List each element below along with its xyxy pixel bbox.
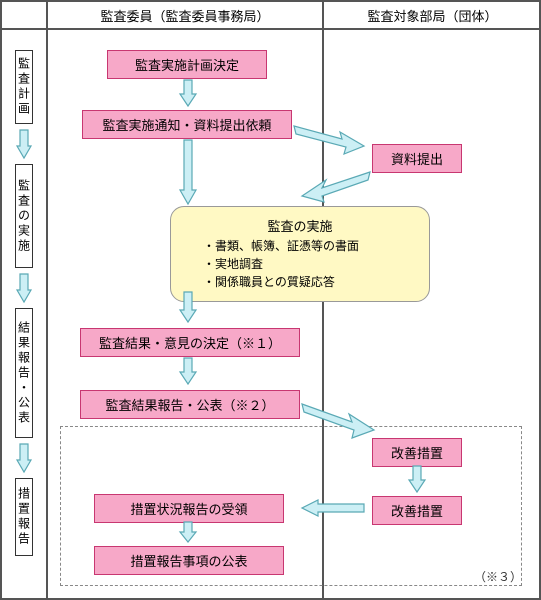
arrow-left-1 [302, 500, 364, 516]
arrow-down-3 [180, 292, 196, 322]
stage-arrow-3 [17, 444, 31, 472]
stage-report: 結果報告・公表 [15, 308, 33, 438]
exec-title: 監査の実施 [185, 217, 415, 237]
arrow-down-1 [180, 80, 196, 106]
exec-b3: ・関係職員との質疑応答 [203, 273, 415, 291]
arrow-down-2 [180, 140, 196, 204]
arrow-down-4 [180, 358, 196, 384]
node-publish: 措置報告事項の公表 [94, 546, 284, 575]
divider-1 [46, 30, 48, 598]
node-receive: 措置状況報告の受領 [94, 494, 284, 523]
exec-b1: ・書類、帳簿、証憑等の書面 [203, 237, 415, 255]
arrow-diag-2 [302, 170, 370, 204]
node-plan-decision: 監査実施計画決定 [107, 50, 267, 79]
stage-measure: 措置報告 [15, 478, 33, 556]
arrow-diag-3 [302, 400, 374, 440]
flowchart-canvas: 監査委員（監査委員事務局） 監査対象部局（団体） 監査計画 監査の実施 結果報告… [0, 0, 541, 600]
stage-arrow-2 [17, 274, 31, 302]
stage-plan: 監査計画 [15, 50, 33, 124]
arrow-down-6 [180, 522, 196, 542]
header-stage [2, 2, 46, 30]
node-improve-1: 改善措置 [372, 438, 462, 467]
node-execution: 監査の実施 ・書類、帳簿、証憑等の書面 ・実地調査 ・関係職員との質疑応答 [170, 206, 430, 302]
node-improve-2: 改善措置 [372, 496, 462, 525]
node-submit: 資料提出 [372, 144, 462, 173]
arrow-diag-1 [294, 122, 364, 154]
note-3: （※３） [474, 568, 522, 585]
header-target: 監査対象部局（団体） [322, 2, 541, 30]
stage-execute: 監査の実施 [15, 164, 33, 268]
arrow-down-5 [409, 466, 425, 492]
node-notify: 監査実施通知・資料提出依頼 [82, 110, 292, 139]
exec-b2: ・実地調査 [203, 255, 415, 273]
node-result-report: 監査結果報告・公表（※２） [80, 390, 300, 419]
node-result-decision: 監査結果・意見の決定（※１） [80, 328, 300, 357]
stage-arrow-1 [17, 130, 31, 158]
header-auditor: 監査委員（監査委員事務局） [46, 2, 322, 30]
